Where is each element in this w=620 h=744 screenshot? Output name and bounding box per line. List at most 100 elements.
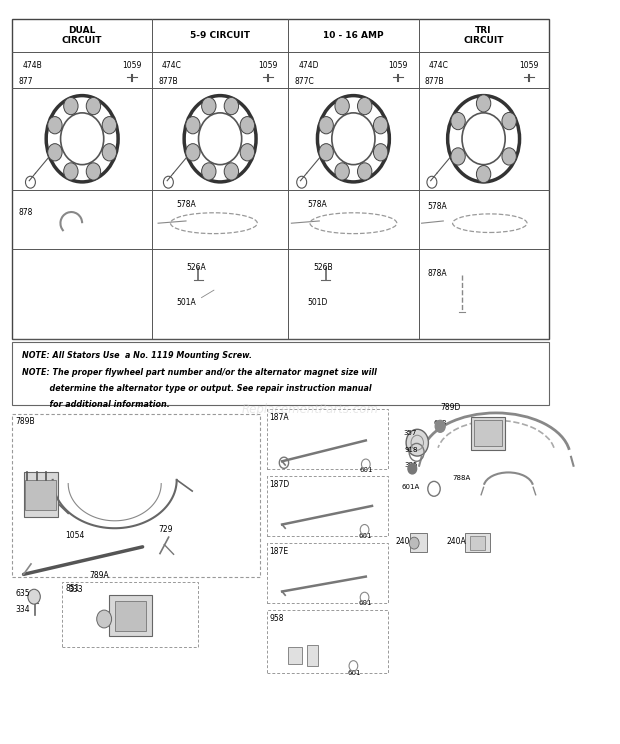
Text: 601: 601 — [347, 670, 361, 676]
Circle shape — [86, 163, 100, 180]
Circle shape — [502, 148, 516, 165]
Circle shape — [28, 589, 40, 604]
Bar — [24, 472, 58, 517]
Text: 789A: 789A — [89, 571, 109, 580]
Text: 526A: 526A — [186, 263, 206, 272]
Bar — [16, 55, 50, 76]
Circle shape — [373, 117, 388, 134]
Text: 1054: 1054 — [64, 531, 84, 540]
Circle shape — [358, 163, 372, 180]
Bar — [12, 414, 260, 577]
Text: 877C: 877C — [294, 77, 314, 86]
Text: 334: 334 — [16, 605, 30, 614]
Circle shape — [373, 144, 388, 161]
Text: 385: 385 — [405, 462, 418, 468]
Text: 635: 635 — [16, 589, 30, 598]
Text: 601: 601 — [358, 600, 372, 606]
Bar — [422, 55, 456, 76]
Circle shape — [435, 420, 445, 432]
Circle shape — [202, 97, 216, 115]
Circle shape — [224, 97, 239, 115]
Text: 851: 851 — [65, 584, 79, 593]
Text: 877B: 877B — [425, 77, 445, 86]
Text: 474D: 474D — [298, 61, 319, 70]
Circle shape — [358, 97, 372, 115]
Bar — [155, 55, 189, 76]
Text: 187D: 187D — [270, 480, 290, 489]
Bar — [62, 582, 198, 647]
Text: 357: 357 — [403, 430, 417, 436]
Text: 1059: 1059 — [389, 61, 408, 70]
Circle shape — [408, 464, 417, 474]
Circle shape — [48, 117, 62, 134]
Circle shape — [97, 610, 112, 628]
Circle shape — [86, 97, 100, 115]
Text: 628: 628 — [434, 420, 448, 426]
Circle shape — [202, 163, 216, 180]
Text: 601: 601 — [360, 467, 373, 473]
Bar — [12, 342, 549, 405]
Text: 1059: 1059 — [259, 61, 278, 70]
Bar — [267, 543, 388, 603]
Bar — [471, 417, 505, 450]
Bar — [115, 55, 149, 76]
Text: 958: 958 — [270, 614, 284, 623]
Text: 789B: 789B — [16, 417, 35, 426]
Text: 10 - 16 AMP: 10 - 16 AMP — [323, 31, 384, 40]
Circle shape — [335, 97, 349, 115]
Text: 501D: 501D — [307, 298, 327, 307]
Text: ReplacementParts.com: ReplacementParts.com — [242, 403, 378, 416]
Text: 526B: 526B — [313, 263, 333, 272]
Text: 1059: 1059 — [122, 61, 141, 70]
Bar — [307, 645, 318, 666]
Text: 5-9 CIRCUIT: 5-9 CIRCUIT — [190, 31, 250, 40]
Bar — [195, 294, 220, 316]
Text: 474C: 474C — [428, 61, 449, 70]
Bar — [470, 536, 485, 550]
Bar — [25, 480, 56, 510]
Bar — [512, 55, 546, 76]
Text: determine the alternator type or output. See repair instruction manual: determine the alternator type or output.… — [22, 384, 371, 393]
Text: 240: 240 — [396, 537, 410, 546]
Text: 578A: 578A — [428, 202, 448, 211]
Text: 878: 878 — [19, 208, 33, 217]
Text: 578A: 578A — [177, 200, 197, 209]
Text: DUAL
CIRCUIT: DUAL CIRCUIT — [62, 25, 102, 45]
Circle shape — [451, 148, 465, 165]
Bar — [474, 420, 502, 446]
Bar — [465, 533, 490, 552]
Text: 333: 333 — [68, 586, 83, 594]
Bar — [267, 476, 388, 536]
Text: 877B: 877B — [158, 77, 178, 86]
Text: 601A: 601A — [402, 484, 420, 490]
Bar — [291, 55, 326, 76]
Circle shape — [319, 144, 334, 161]
Bar — [267, 409, 388, 469]
Text: 878A: 878A — [428, 269, 448, 278]
Bar — [12, 19, 549, 339]
Bar — [108, 595, 152, 636]
Text: TRI
CIRCUIT: TRI CIRCUIT — [463, 25, 504, 45]
Circle shape — [48, 144, 62, 161]
Text: 1059: 1059 — [519, 61, 538, 70]
Text: 877: 877 — [19, 77, 33, 86]
Circle shape — [102, 144, 117, 161]
Circle shape — [476, 94, 491, 112]
Text: 501A: 501A — [177, 298, 197, 307]
Bar — [288, 647, 302, 664]
Bar — [267, 610, 388, 673]
Text: 788A: 788A — [453, 475, 471, 481]
Text: 601: 601 — [358, 533, 372, 539]
Circle shape — [240, 144, 255, 161]
Circle shape — [185, 144, 200, 161]
Circle shape — [451, 112, 465, 129]
Circle shape — [319, 117, 334, 134]
Bar — [381, 55, 415, 76]
Text: 187E: 187E — [270, 547, 289, 556]
Bar — [322, 290, 353, 318]
Circle shape — [409, 537, 419, 549]
Text: NOTE: The proper flywheel part number and/or the alternator magnet size will: NOTE: The proper flywheel part number an… — [22, 368, 376, 376]
Circle shape — [102, 117, 117, 134]
Circle shape — [64, 163, 78, 180]
Text: 788: 788 — [480, 421, 494, 427]
